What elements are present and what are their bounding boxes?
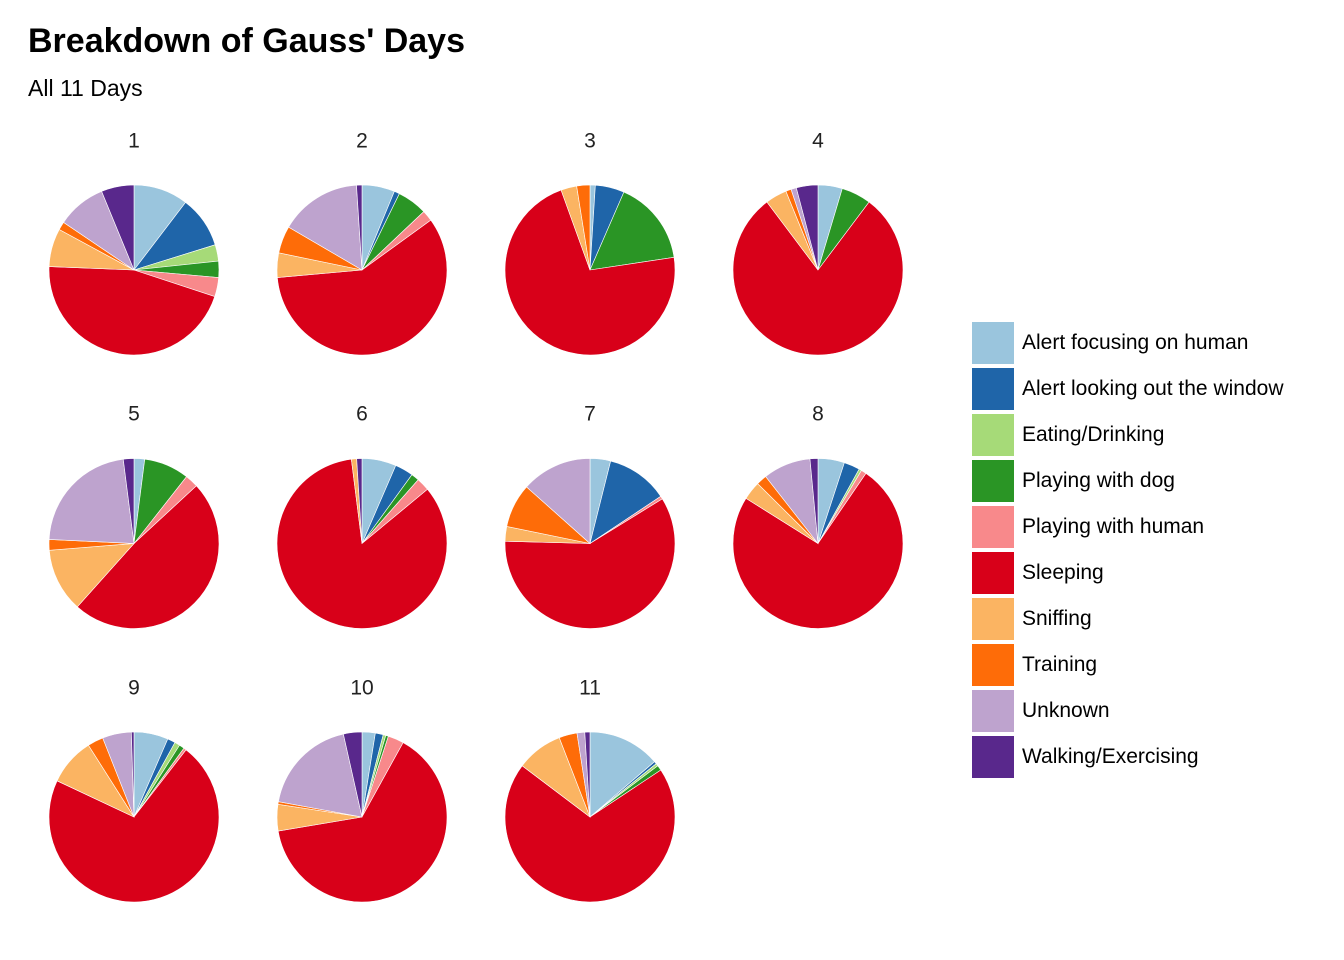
legend-swatch <box>972 644 1014 686</box>
pie-slice <box>504 765 676 903</box>
pie-slice <box>48 458 135 544</box>
legend-item: Sleeping <box>972 550 1284 596</box>
legend-label: Training <box>1022 653 1098 676</box>
pie-slice <box>576 184 591 271</box>
legend-swatch <box>972 690 1014 732</box>
legend-item: Alert looking out the window <box>972 366 1284 412</box>
pie-label: 2 <box>356 130 368 153</box>
pie-slice <box>584 731 591 818</box>
legend-swatch <box>972 598 1014 640</box>
legend-item: Playing with dog <box>972 458 1284 504</box>
legend-label: Sniffing <box>1022 607 1092 630</box>
legend-item: Playing with human <box>972 504 1284 550</box>
legend-swatch <box>972 322 1014 364</box>
legend-item: Sniffing <box>972 596 1284 642</box>
pie-slice <box>278 733 363 818</box>
pie-slice <box>76 485 220 629</box>
pie-label: 8 <box>812 403 824 426</box>
pie-slice <box>504 189 676 356</box>
pie-label: 1 <box>128 130 140 153</box>
pie-slice <box>732 472 904 629</box>
legend-swatch <box>972 552 1014 594</box>
pie-label: 7 <box>584 403 596 426</box>
legend-label: Walking/Exercising <box>1022 745 1199 768</box>
pie-slice <box>122 458 135 544</box>
pie-slice <box>288 184 363 271</box>
pie-slice <box>589 191 675 271</box>
legend-item: Training <box>972 642 1284 688</box>
pie-slice <box>809 458 819 544</box>
legend-item: Unknown <box>972 688 1284 734</box>
pie-grid: 1 2 3 4 5 6 7 8 9 10 11 <box>48 130 904 903</box>
pie-slice <box>277 742 448 903</box>
legend-swatch <box>972 414 1014 456</box>
legend-swatch <box>972 460 1014 502</box>
pie-slice <box>356 458 363 544</box>
legend-item: Eating/Drinking <box>972 412 1284 458</box>
pie-slice <box>277 219 448 356</box>
legend-swatch <box>972 736 1014 778</box>
pie-slice <box>356 184 363 271</box>
legend-label: Sleeping <box>1022 561 1104 584</box>
legend-label: Alert focusing on human <box>1022 331 1249 354</box>
pie-slice <box>48 749 220 903</box>
pie-slice <box>276 458 448 629</box>
pie-slice <box>589 731 655 818</box>
legend-label: Playing with human <box>1022 515 1205 538</box>
legend-label: Alert looking out the window <box>1022 377 1284 400</box>
pie-slice <box>48 543 135 608</box>
pie-slice <box>589 460 662 545</box>
legend-swatch <box>972 368 1014 410</box>
chart-subtitle: All 11 Days <box>28 75 143 101</box>
legend-item: Alert focusing on human <box>972 320 1284 366</box>
pie-label: 11 <box>579 677 601 700</box>
legend-label: Eating/Drinking <box>1022 423 1165 446</box>
pie-slice <box>526 458 591 545</box>
pie-slice <box>101 184 135 271</box>
pie-label: 3 <box>584 130 596 153</box>
pie-label: 9 <box>128 677 140 700</box>
pie-slice <box>504 498 676 629</box>
legend: Alert focusing on human Alert looking ou… <box>972 320 1284 780</box>
legend-swatch <box>972 506 1014 548</box>
pie-label: 5 <box>128 403 140 426</box>
pie-label: 6 <box>356 403 368 426</box>
pie-slice <box>732 201 904 356</box>
pie-slice <box>795 184 819 271</box>
pie-slice <box>131 731 135 818</box>
legend-label: Playing with dog <box>1022 469 1175 492</box>
legend-item: Walking/Exercising <box>972 734 1284 780</box>
pie-slice <box>48 266 216 356</box>
pie-slice <box>343 731 363 818</box>
pie-label: 4 <box>812 130 824 153</box>
chart-title: Breakdown of Gauss' Days <box>28 22 466 60</box>
legend-label: Unknown <box>1022 699 1110 722</box>
pie-label: 10 <box>350 677 373 700</box>
